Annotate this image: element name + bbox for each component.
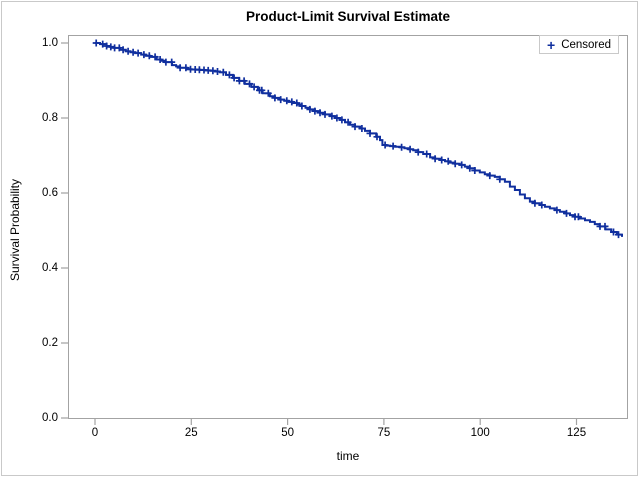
legend-label: Censored — [561, 38, 612, 51]
survival-step-curve — [95, 42, 623, 237]
chart-title: Product-Limit Survival Estimate — [245, 9, 451, 24]
censored-marker-icon: + — [547, 36, 556, 53]
y-axis-ticks — [61, 42, 68, 419]
x-axis-ticks — [94, 419, 578, 425]
y-axis-title: Survival Probability — [8, 178, 22, 282]
legend-box: + Censored — [539, 35, 620, 54]
x-axis-title: time — [336, 449, 360, 463]
plot-area-border — [68, 35, 628, 419]
censored-marks — [92, 39, 622, 239]
